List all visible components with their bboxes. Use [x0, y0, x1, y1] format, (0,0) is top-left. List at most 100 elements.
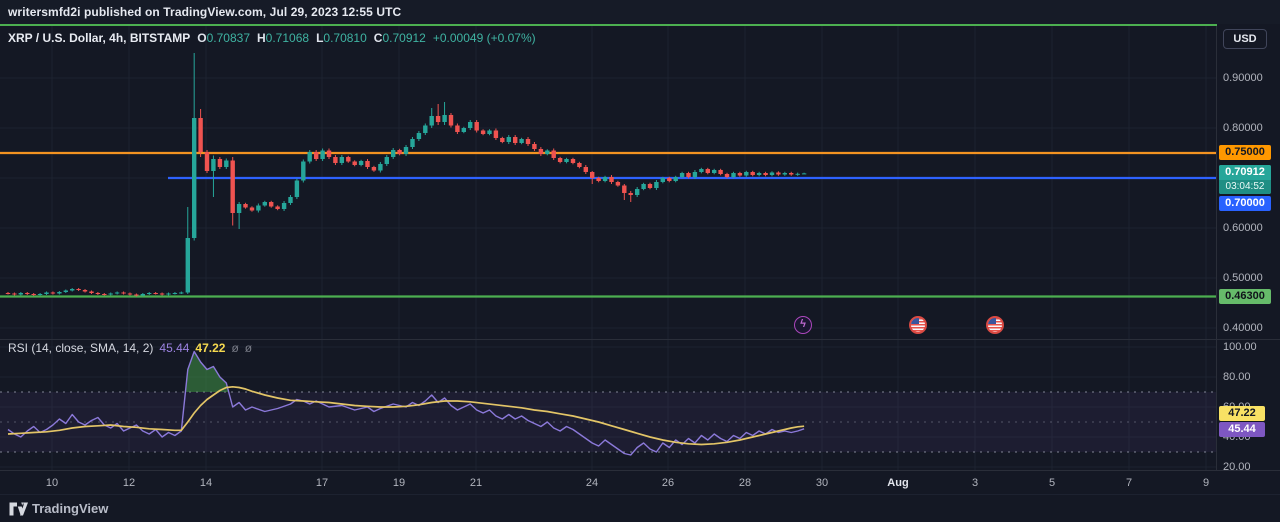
- price-axis-scale[interactable]: USD 0.90000 0.80000 0.60000 0.50000 0.40000 1…: [1216, 26, 1280, 473]
- candle-body: [557, 158, 563, 162]
- us-flag-event-icon[interactable]: [986, 316, 1004, 334]
- candle-body: [455, 125, 460, 132]
- candle-body: [31, 294, 36, 295]
- candle-body: [44, 292, 49, 294]
- rsi-title[interactable]: RSI (14, close, SMA, 14, 2): [8, 341, 154, 355]
- candle-body: [570, 159, 576, 163]
- ohlc-letter: O: [197, 31, 207, 45]
- current-price-badge: 0.70912 03:04:52: [1219, 165, 1271, 195]
- time-axis-label: 12: [122, 477, 136, 489]
- candle-body: [211, 159, 216, 171]
- candle-body: [423, 125, 428, 133]
- candle-body: [756, 173, 762, 175]
- candle-body: [307, 152, 312, 162]
- rsi-badge-yellow: 47.22: [1219, 405, 1265, 421]
- candle-body: [750, 172, 755, 175]
- candle-body: [204, 152, 210, 171]
- candle-body: [532, 144, 537, 149]
- symbol-title[interactable]: XRP / U.S. Dollar, 4h, BITSTAMP: [8, 31, 191, 45]
- rsi-axis-label: 80.00: [1223, 371, 1251, 383]
- candle-body: [320, 150, 325, 159]
- rsi-more-icon[interactable]: ø: [244, 341, 253, 355]
- price-axis-label: 0.80000: [1223, 122, 1263, 134]
- candle-body: [384, 157, 389, 164]
- candle-body: [192, 118, 197, 238]
- candle-body: [121, 292, 126, 294]
- candle-body: [596, 178, 601, 181]
- candle-body: [365, 161, 370, 167]
- candle-body: [294, 180, 300, 197]
- candle-body: [635, 189, 640, 195]
- candle-body: [12, 293, 17, 295]
- candle-body: [301, 161, 306, 181]
- candle-body: [410, 139, 415, 147]
- candle-body: [416, 133, 422, 139]
- candle-body: [718, 170, 723, 174]
- candle-body: [18, 293, 23, 295]
- candle-body: [551, 150, 556, 158]
- candle-body: [583, 167, 588, 172]
- time-axis-label: 19: [392, 477, 406, 489]
- candle-body: [699, 169, 704, 172]
- price-change: +0.00049 (+0.07%): [432, 31, 536, 45]
- candle-body: [5, 293, 11, 294]
- candle-body: [686, 173, 691, 177]
- candle-body: [500, 138, 505, 142]
- candle-body: [525, 139, 531, 144]
- rsi-eye-icon[interactable]: ø: [231, 341, 239, 355]
- candle-body: [782, 173, 787, 175]
- candle-body: [397, 150, 402, 154]
- rsi-overbought-fill: [185, 351, 229, 392]
- candle-body: [615, 182, 621, 186]
- tradingview-logo-icon[interactable]: [9, 502, 28, 516]
- candle-body: [448, 115, 454, 126]
- candle-body: [102, 294, 107, 295]
- rsi-legend[interactable]: RSI (14, close, SMA, 14, 2) 45.44 47.22 ø ø: [8, 341, 252, 355]
- lightning-event-icon[interactable]: ϟ: [794, 316, 812, 334]
- candle-body: [153, 293, 158, 294]
- candle-body: [692, 172, 698, 177]
- time-axis-label: 26: [661, 477, 675, 489]
- rsi-sma-value: 47.22: [195, 341, 226, 355]
- candle-body: [82, 290, 88, 292]
- candle-body: [371, 167, 377, 171]
- currency-toggle-button[interactable]: USD: [1223, 29, 1267, 49]
- pane-separator[interactable]: [0, 339, 1280, 340]
- candle-body: [147, 293, 152, 294]
- price-badge-green: 0.46300: [1219, 288, 1271, 304]
- candle-body: [435, 116, 441, 122]
- price-axis-label: 0.60000: [1223, 222, 1263, 234]
- candle-body: [63, 290, 68, 292]
- candle-body: [705, 169, 710, 173]
- ohlc-number: 0.70912: [382, 31, 426, 45]
- rsi-badge-purple: 45.44: [1219, 421, 1265, 437]
- chart-area[interactable]: XRP / U.S. Dollar, 4h, BITSTAMP O0.70837 H…: [0, 26, 1280, 473]
- symbol-legend[interactable]: XRP / U.S. Dollar, 4h, BITSTAMP O0.70837 H…: [8, 31, 536, 45]
- candle-body: [744, 172, 749, 176]
- candle-body: [654, 182, 659, 188]
- footer-brand[interactable]: TradingView: [32, 501, 109, 516]
- time-axis-label: 21: [469, 477, 483, 489]
- candle-body: [172, 293, 178, 294]
- time-axis-label: 17: [315, 477, 329, 489]
- candle-body: [140, 294, 145, 296]
- candle-body: [275, 206, 280, 209]
- candle-body: [236, 204, 242, 213]
- price-axis-label: 0.40000: [1223, 322, 1263, 334]
- candle-body: [352, 161, 357, 165]
- candle-body: [127, 293, 133, 295]
- candles: [5, 53, 807, 297]
- candle-body: [480, 130, 486, 134]
- candle-body: [712, 170, 717, 173]
- us-flag-event-icon[interactable]: [909, 316, 927, 334]
- time-axis-label: Aug: [887, 477, 909, 489]
- candle-body: [95, 293, 101, 294]
- time-axis-label: 3: [971, 477, 979, 489]
- candle-body: [506, 137, 511, 142]
- candle-body: [217, 159, 223, 167]
- time-axis-scale[interactable]: 10 12 14 17 19 21 24 26 28 30 Aug 3 5 7 9: [0, 470, 1280, 495]
- candlestick-and-rsi-plot[interactable]: [0, 26, 1216, 470]
- footer-bar: TradingView: [0, 494, 1280, 522]
- candle-body: [660, 178, 665, 182]
